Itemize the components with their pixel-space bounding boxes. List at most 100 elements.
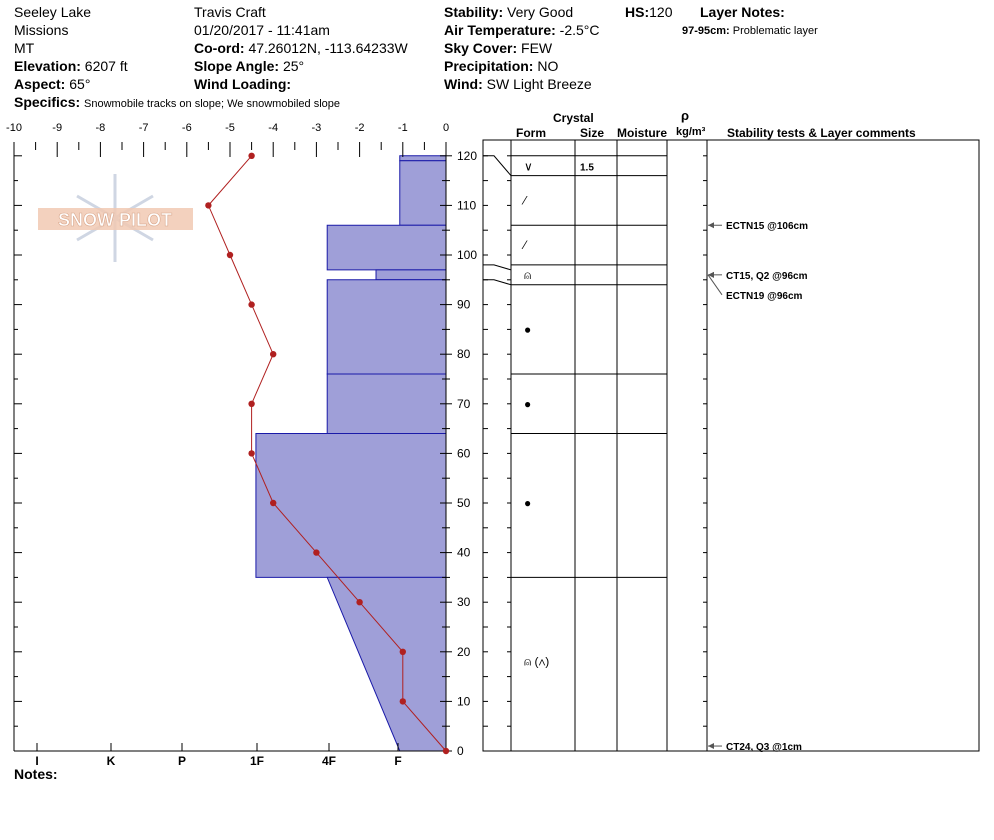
temperature-point — [356, 599, 363, 606]
hardness-tick-label: P — [178, 754, 186, 768]
specifics-label: Specifics: — [14, 94, 81, 110]
temp-tick-label: -1 — [398, 122, 408, 134]
layer-note-range: 97-95cm: — [682, 25, 730, 37]
temperature-point — [226, 251, 234, 259]
precip-value: NO — [537, 58, 559, 74]
aspect-label: Aspect: — [14, 76, 66, 92]
hardness-tick-label: I — [35, 754, 38, 768]
elevation-value: 6207 ft — [84, 58, 128, 74]
specifics-value: Snowmobile tracks on slope; We snowmobil… — [84, 98, 341, 110]
height-tick-label: 90 — [457, 298, 471, 312]
height-tick-label: 20 — [457, 645, 471, 659]
temperature-point — [270, 351, 277, 358]
temp-tick-label: 0 — [443, 122, 449, 134]
temperature-point — [399, 698, 406, 705]
temp-tick-label: -3 — [312, 122, 322, 134]
header-stability-tests: Stability tests & Layer comments — [727, 126, 916, 140]
header-size: Size — [580, 126, 605, 140]
hardness-tick-label: F — [394, 754, 401, 768]
crystal-form-symbol: ⍝ — [524, 268, 531, 282]
slope-value: 25° — [282, 58, 305, 74]
sky-cover: Sky Cover: FEW — [444, 40, 552, 56]
temp-tick-label: -5 — [225, 122, 235, 134]
hardness-layer-bar — [399, 155, 447, 162]
stability-test-label: CT24, Q3 @1cm — [726, 742, 802, 753]
crystal-form-symbol: ● — [524, 496, 531, 510]
hardness-layer-bar — [326, 576, 447, 752]
logo-text: SNOW PILOT — [58, 210, 172, 230]
temperature-point — [399, 648, 406, 655]
layer-note-text: Problematic layer — [732, 25, 818, 37]
header-moisture: Moisture — [617, 126, 668, 140]
height-tick-label: 40 — [457, 546, 471, 560]
temperature-point — [248, 450, 255, 457]
temp-tick-label: -2 — [355, 122, 365, 134]
aspect: Aspect: 65° — [14, 76, 90, 92]
temperature-point — [205, 202, 212, 209]
sky-label: Sky Cover: — [444, 40, 518, 56]
wind-value: SW Light Breeze — [486, 76, 592, 92]
precip-label: Precipitation: — [444, 58, 534, 74]
layer-connector — [483, 264, 512, 271]
stability: Stability: Very Good — [444, 4, 573, 20]
aspect-value: 65° — [69, 76, 91, 92]
header-form: Form — [516, 126, 546, 140]
stability-value: Very Good — [507, 4, 574, 20]
temperature-point — [313, 549, 320, 556]
coordinates: Co-ord: 47.26012N, -113.64233W — [194, 40, 408, 56]
air-temperature: Air Temperature: -2.5°C — [444, 22, 600, 38]
temp-tick-label: -10 — [6, 122, 22, 134]
stability-test-label: CT15, Q2 @96cm — [726, 271, 808, 282]
stability-label: Stability: — [444, 4, 504, 20]
hardness-layer-bar — [326, 373, 447, 435]
temperature-point — [248, 301, 255, 308]
hs-value: 120 — [649, 4, 673, 20]
notes-label: Notes: — [14, 766, 58, 782]
hardness-layer-bar — [326, 224, 447, 271]
layer-notes-label: Layer Notes: — [700, 4, 785, 20]
temp-tick-label: -8 — [96, 122, 106, 134]
crystal-form-symbol: ⁄ — [521, 238, 528, 252]
location-state: MT — [14, 40, 35, 56]
elevation-label: Elevation: — [14, 58, 81, 74]
hardness-layer-bar — [375, 269, 447, 281]
observation-datetime: 01/20/2017 - 11:41am — [194, 22, 330, 38]
temp-tick-label: -7 — [139, 122, 149, 134]
crystal-size: 1.5 — [580, 163, 594, 174]
snow-height: HS:120 — [625, 4, 672, 20]
stability-test-label: ECTN19 @96cm — [726, 291, 803, 302]
precipitation: Precipitation: NO — [444, 58, 558, 74]
observer: Travis Craft — [194, 4, 266, 20]
stability-arrow — [707, 274, 723, 296]
hardness-tick-label: 4F — [322, 754, 336, 768]
temp-tick-label: -9 — [52, 122, 62, 134]
hardness-layer-bar — [399, 160, 447, 226]
snowpilot-logo: SNOW PILOT — [38, 172, 193, 264]
hardness-layer-bar — [326, 279, 447, 375]
height-tick-label: 110 — [457, 198, 476, 212]
specifics: Specifics: Snowmobile tracks on slope; W… — [14, 94, 340, 112]
temperature-point — [270, 499, 277, 507]
temp-tick-label: -6 — [182, 122, 192, 134]
temperature-point — [442, 747, 450, 755]
hs-label: HS: — [625, 4, 650, 20]
elevation: Elevation: 6207 ft — [14, 58, 128, 74]
height-tick-label: 0 — [457, 744, 464, 758]
coord-label: Co-ord: — [194, 40, 245, 56]
crystal-form-symbol: ● — [524, 322, 531, 336]
hardness-tick-label: 1F — [250, 754, 264, 768]
location-area: Missions — [14, 22, 69, 38]
slope-label: Slope Angle: — [194, 58, 280, 74]
coord-value: 47.26012N, -113.64233W — [248, 40, 408, 56]
table-frame — [482, 139, 980, 752]
air-temp-label: Air Temperature: — [444, 22, 556, 38]
hardness-tick-label: K — [107, 754, 116, 768]
crystal-form-symbol: ⁄ — [521, 193, 528, 207]
wind-loading: Wind Loading: — [194, 76, 291, 92]
height-tick-label: 70 — [457, 397, 471, 411]
stability-arrowhead — [708, 222, 714, 229]
height-tick-label: 60 — [457, 446, 471, 460]
height-tick-label: 100 — [457, 248, 477, 262]
crystal-form-symbol: ⍝ (∧) — [524, 655, 549, 669]
